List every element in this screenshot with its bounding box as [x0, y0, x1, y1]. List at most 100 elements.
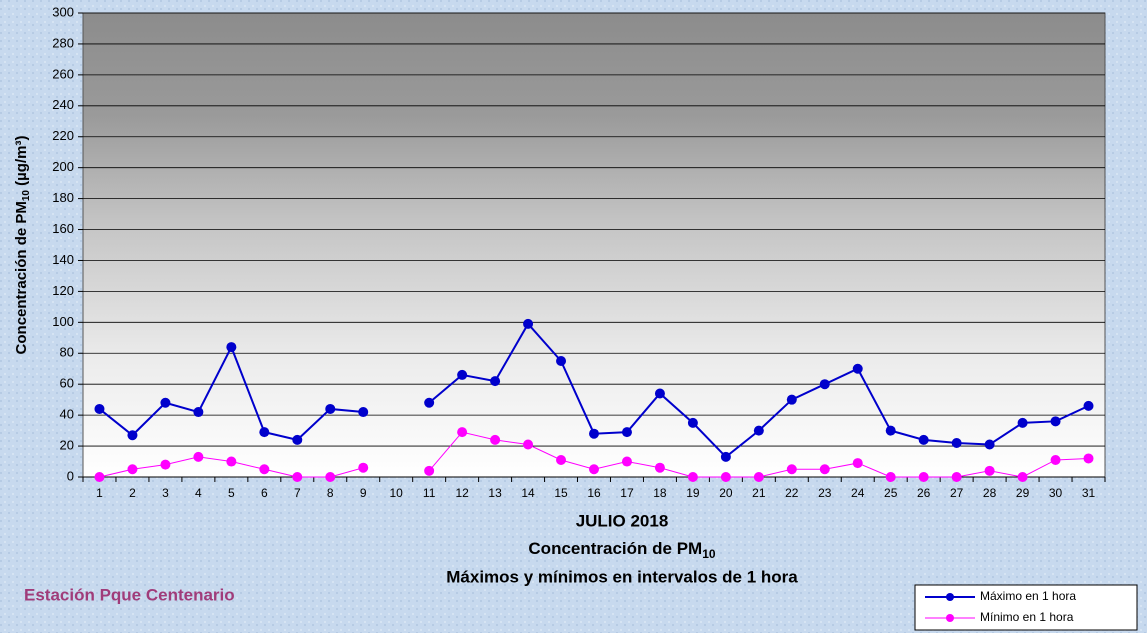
y-tick-label: 280	[52, 35, 74, 50]
y-tick-label: 160	[52, 221, 74, 236]
x-tick-label: 30	[1049, 486, 1063, 500]
x-tick-label: 5	[228, 486, 235, 500]
data-point	[127, 430, 137, 440]
legend-marker	[946, 593, 954, 601]
data-point	[292, 472, 302, 482]
x-tick-label: 28	[983, 486, 997, 500]
data-point	[424, 466, 434, 476]
data-point	[622, 427, 632, 437]
data-point	[160, 398, 170, 408]
data-point	[589, 429, 599, 439]
x-tick-label: 18	[653, 486, 667, 500]
data-point	[523, 440, 533, 450]
x-tick-label: 27	[950, 486, 964, 500]
data-point	[820, 379, 830, 389]
data-point	[919, 435, 929, 445]
data-point	[721, 452, 731, 462]
data-point	[820, 464, 830, 474]
data-point	[952, 438, 962, 448]
x-tick-label: 1	[96, 486, 103, 500]
data-point	[1084, 453, 1094, 463]
x-tick-label: 29	[1016, 486, 1030, 500]
x-tick-label: 20	[719, 486, 733, 500]
data-point	[655, 388, 665, 398]
x-tick-label: 23	[818, 486, 832, 500]
x-tick-label: 6	[261, 486, 268, 500]
x-tick-label: 2	[129, 486, 136, 500]
data-point	[688, 472, 698, 482]
x-tick-label: 10	[390, 486, 404, 500]
data-point	[490, 376, 500, 386]
x-tick-label: 24	[851, 486, 865, 500]
data-point	[1018, 418, 1028, 428]
x-tick-label: 11	[423, 486, 436, 500]
data-point	[193, 452, 203, 462]
y-tick-label: 0	[67, 468, 74, 483]
data-point	[292, 435, 302, 445]
data-point	[226, 342, 236, 352]
data-point	[985, 466, 995, 476]
data-point	[754, 472, 764, 482]
y-tick-label: 140	[52, 252, 74, 267]
data-point	[556, 356, 566, 366]
x-tick-label: 16	[587, 486, 601, 500]
data-point	[721, 472, 731, 482]
data-point	[919, 472, 929, 482]
data-point	[325, 404, 335, 414]
data-point	[985, 440, 995, 450]
data-point	[160, 460, 170, 470]
title-line: JULIO 2018	[576, 511, 669, 530]
data-point	[853, 364, 863, 374]
chart: JULIO 2018 Concentración de PM10 Máximos…	[0, 0, 1147, 633]
data-point	[952, 472, 962, 482]
data-point	[556, 455, 566, 465]
data-point	[127, 464, 137, 474]
y-tick-label: 300	[52, 4, 74, 19]
data-point	[94, 472, 104, 482]
x-tick-label: 9	[360, 486, 367, 500]
y-tick-label: 120	[52, 283, 74, 298]
data-point	[1084, 401, 1094, 411]
data-point	[424, 398, 434, 408]
y-tick-label: 180	[52, 190, 74, 205]
x-tick-label: 17	[620, 486, 634, 500]
data-point	[457, 427, 467, 437]
x-tick-label: 4	[195, 486, 202, 500]
x-tick-label: 7	[294, 486, 301, 500]
x-tick-label: 21	[752, 486, 766, 500]
title-line: Concentración de PM10	[528, 539, 715, 561]
x-tick-label: 19	[686, 486, 700, 500]
data-point	[886, 472, 896, 482]
data-point	[1018, 472, 1028, 482]
data-point	[226, 457, 236, 467]
x-tick-label: 26	[917, 486, 931, 500]
data-point	[688, 418, 698, 428]
y-tick-label: 260	[52, 66, 74, 81]
data-point	[358, 407, 368, 417]
data-point	[787, 395, 797, 405]
data-point	[622, 457, 632, 467]
y-tick-label: 220	[52, 128, 74, 143]
legend-label: Máximo en 1 hora	[980, 589, 1076, 603]
data-point	[754, 426, 764, 436]
x-tick-label: 14	[521, 486, 535, 500]
y-tick-label: 20	[60, 438, 74, 453]
data-point	[589, 464, 599, 474]
data-point	[523, 319, 533, 329]
data-point	[787, 464, 797, 474]
x-tick-label: 3	[162, 486, 169, 500]
data-point	[1051, 455, 1061, 465]
data-point	[193, 407, 203, 417]
data-point	[1051, 416, 1061, 426]
x-tick-label: 15	[554, 486, 568, 500]
x-tick-label: 13	[488, 486, 502, 500]
title-line: Máximos y mínimos en intervalos de 1 hor…	[446, 567, 798, 586]
y-tick-label: 60	[60, 376, 74, 391]
data-point	[490, 435, 500, 445]
data-point	[655, 463, 665, 473]
data-point	[853, 458, 863, 468]
y-tick-label: 80	[60, 345, 74, 360]
data-point	[259, 427, 269, 437]
y-tick-label: 200	[52, 159, 74, 174]
y-tick-label: 40	[60, 407, 74, 422]
